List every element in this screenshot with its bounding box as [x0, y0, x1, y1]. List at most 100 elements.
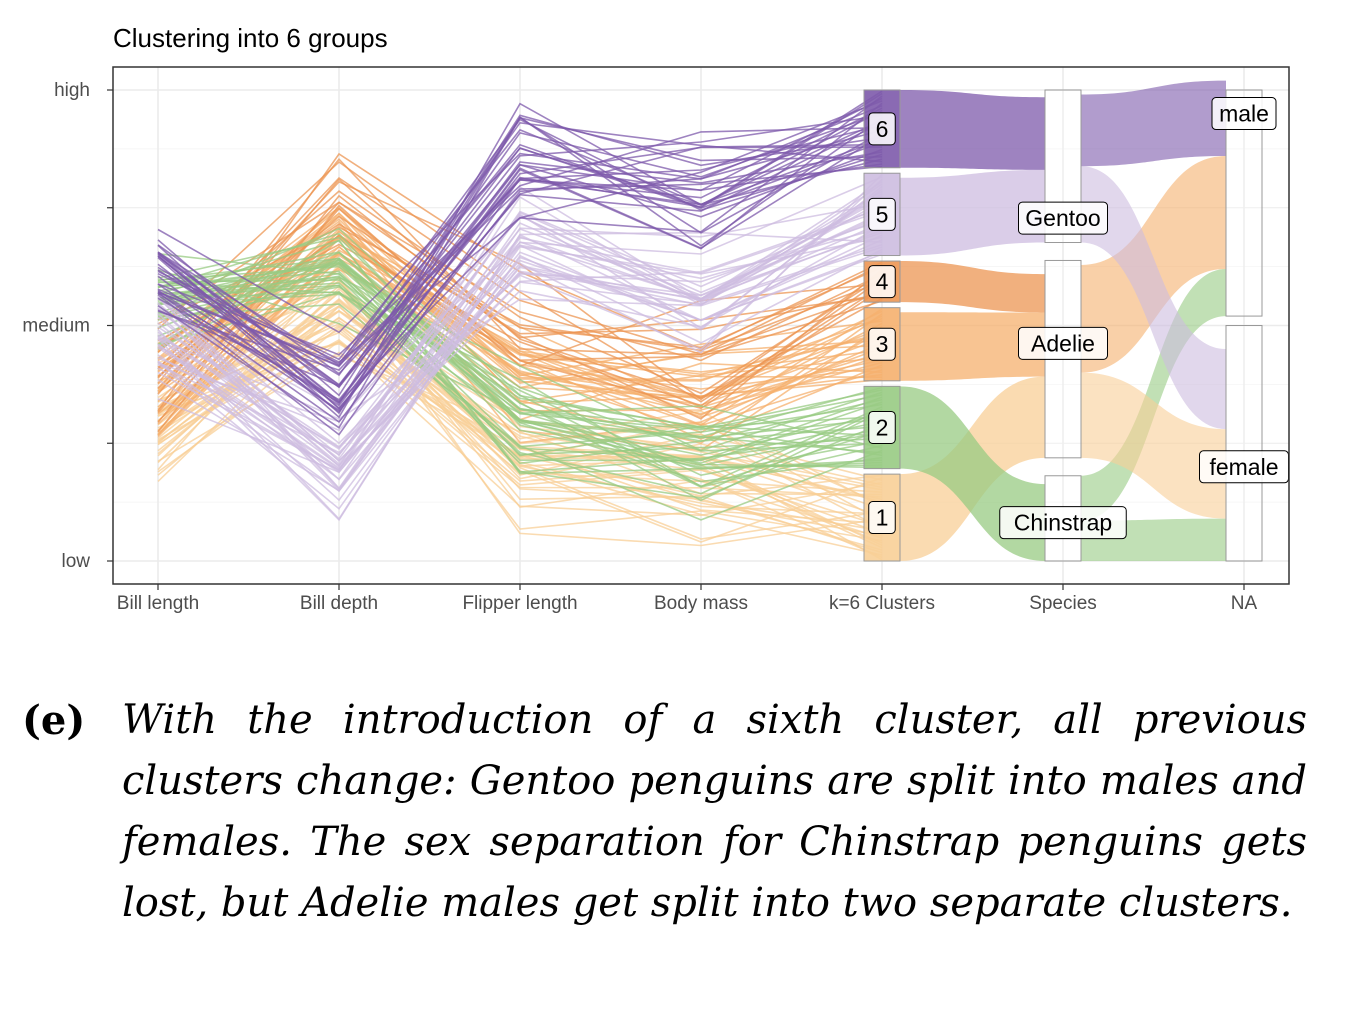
profile-line [157, 259, 883, 456]
x-axis-label: Flipper length [462, 593, 577, 614]
y-tick-label: medium [22, 316, 90, 337]
cluster-label-text: 3 [876, 331, 889, 357]
profile-lines [157, 90, 883, 561]
profile-line [157, 246, 883, 421]
species-label-box [999, 506, 1127, 540]
x-axis-label: k=6 Clusters [829, 593, 935, 614]
species-label-box [1018, 201, 1108, 235]
profile-line [157, 251, 883, 436]
sex-label: female [1199, 450, 1289, 484]
profile-line [157, 354, 883, 496]
cluster-label-text: 1 [876, 505, 889, 531]
profile-line [157, 90, 883, 387]
profile-line [157, 270, 883, 448]
profile-line [157, 257, 883, 438]
profile-line [157, 291, 883, 461]
parallel-sets-chart: Clustering into 6 groups 1 2 3 4 5 6 Chinstrap A… [22, 23, 1290, 614]
profile-line [157, 218, 883, 445]
cluster-label: 5 [868, 197, 896, 231]
profile-line [157, 340, 883, 517]
profile-line [157, 338, 883, 498]
cluster-label: 1 [868, 501, 896, 535]
profile-line [157, 176, 883, 432]
profile-line [157, 183, 883, 481]
sex-label-text: male [1219, 101, 1269, 127]
ribbon-cluster-species [900, 261, 1045, 313]
profile-line [157, 252, 883, 442]
cluster-label: 4 [868, 265, 896, 299]
profile-line [157, 215, 883, 420]
species-label: Adelie [1018, 326, 1108, 360]
profile-line [157, 249, 883, 435]
y-tick-label: high [54, 80, 90, 101]
species-label-text: Gentoo [1025, 205, 1100, 231]
profile-line [157, 185, 883, 472]
profile-line [157, 290, 883, 486]
sex-label-text: female [1209, 454, 1278, 480]
x-axis-label: Species [1029, 593, 1097, 614]
profile-line [157, 128, 883, 361]
sex-bar [1225, 325, 1263, 562]
profile-line [157, 95, 883, 404]
profile-line [157, 276, 883, 452]
profile-line [157, 190, 883, 395]
profile-line [157, 284, 883, 462]
cluster-label-text: 5 [876, 201, 889, 227]
cluster-label: 2 [868, 410, 896, 444]
profile-line [157, 157, 883, 384]
profile-line [157, 239, 883, 499]
species-label-box [1018, 326, 1108, 360]
x-axis-label: NA [1231, 593, 1258, 614]
profile-line [157, 105, 883, 334]
profile-line [157, 102, 883, 419]
profile-line [157, 276, 883, 547]
ribbon-species-sex [1081, 166, 1226, 430]
x-axis-label: Bill length [117, 593, 199, 614]
cluster-label-box [868, 265, 896, 299]
sex-label: male [1211, 97, 1277, 131]
cluster-label-text: 2 [876, 414, 889, 440]
chart-area: Clustering into 6 groups 1 2 3 4 5 6 Chinstrap A… [22, 23, 1290, 614]
profile-line [157, 134, 883, 412]
profile-line [157, 97, 883, 389]
x-axis-label: Bill depth [300, 593, 378, 614]
ribbon-species-sex [1081, 80, 1226, 167]
cluster-label-text: 4 [876, 269, 889, 295]
profile-line [157, 115, 883, 406]
cluster-label-box [868, 410, 896, 444]
profile-line [157, 185, 883, 465]
species-label-text: Chinstrap [1014, 510, 1112, 536]
profile-line [157, 181, 883, 423]
sex-label-box [1211, 97, 1277, 131]
species-label: Chinstrap [999, 506, 1127, 540]
ribbon-species-sex [1081, 372, 1226, 519]
profile-line [157, 129, 883, 423]
profile-line [157, 202, 883, 490]
x-axis: Bill length Bill depth Flipper length Body … [117, 584, 1258, 614]
cluster-label-box [868, 197, 896, 231]
y-tick-label: low [61, 551, 90, 572]
profile-line [157, 173, 883, 473]
profile-line [157, 222, 883, 481]
profile-line [157, 248, 883, 510]
chart-title: Clustering into 6 groups [113, 23, 388, 53]
cluster-label-box [868, 501, 896, 535]
caption-label: (e) [22, 697, 86, 744]
cluster-label: 6 [868, 112, 896, 146]
profile-line [157, 261, 883, 431]
profile-line [157, 126, 883, 356]
figure-caption: (e) With the introduction of a sixth clu… [22, 690, 1307, 934]
profile-line [157, 193, 883, 468]
profile-line [157, 291, 883, 477]
cluster-label-box [868, 112, 896, 146]
cluster-label-text: 6 [876, 116, 889, 142]
profile-line [157, 118, 883, 366]
profile-line [157, 262, 883, 464]
species-label: Gentoo [1018, 201, 1108, 235]
cluster-label-box [868, 327, 896, 361]
ribbon-cluster-species [900, 90, 1045, 170]
profile-line [157, 251, 883, 438]
profile-line [157, 226, 883, 352]
profile-line [157, 102, 883, 414]
caption-text: With the introduction of a sixth cluster… [122, 697, 1307, 926]
